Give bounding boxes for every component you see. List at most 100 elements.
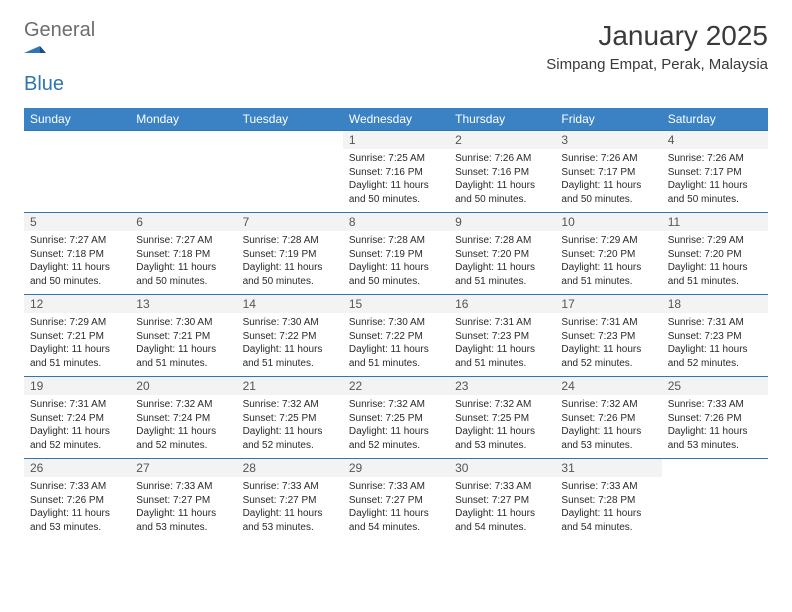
- calendar-week-row: 26Sunrise: 7:33 AMSunset: 7:26 PMDayligh…: [24, 459, 768, 541]
- day-number: 4: [662, 131, 768, 149]
- sunrise-text: Sunrise: 7:26 AM: [561, 152, 655, 166]
- calendar-day-cell: 21 Sunrise: 7:32 AMSunset: 7:25 PMDayligh…: [237, 377, 343, 459]
- day-number: 15: [343, 295, 449, 313]
- calendar-table: Sunday Monday Tuesday Wednesday Thursday…: [24, 108, 768, 540]
- daylight-text: Daylight: 11 hours and 50 minutes.: [561, 179, 655, 206]
- day-info: Sunrise: 7:27 AMSunset: 7:18 PMDaylight:…: [30, 234, 124, 288]
- day-info: Sunrise: 7:33 AMSunset: 7:27 PMDaylight:…: [455, 480, 549, 534]
- calendar-day-cell: 18Sunrise: 7:31 AMSunset: 7:23 PMDayligh…: [662, 295, 768, 377]
- day-info: Sunrise: 7:33 AMSunset: 7:27 PMDaylight:…: [136, 480, 230, 534]
- calendar-day-cell: 4Sunrise: 7:26 AMSunset: 7:17 PMDaylight…: [662, 131, 768, 213]
- page-header: GeneralBlue January 2025 Simpang Empat, …: [24, 20, 768, 94]
- sunset-text: Sunset: 7:24 PM: [136, 412, 230, 426]
- daylight-text: Daylight: 11 hours and 52 minutes.: [243, 425, 337, 452]
- sunrise-text: Sunrise: 7:27 AM: [30, 234, 124, 248]
- calendar-day-cell: 25Sunrise: 7:33 AMSunset: 7:26 PMDayligh…: [662, 377, 768, 459]
- day-info: Sunrise: 7:32 AMSunset: 7:25 PMDaylight:…: [243, 398, 337, 452]
- sunset-text: Sunset: 7:27 PM: [349, 494, 443, 508]
- day-header: Monday: [130, 108, 236, 131]
- daylight-text: Daylight: 11 hours and 51 minutes.: [136, 343, 230, 370]
- day-header: Thursday: [449, 108, 555, 131]
- day-header: Sunday: [24, 108, 130, 131]
- day-number: 23: [449, 377, 555, 395]
- logo-mark-icon: [24, 40, 95, 54]
- calendar-day-cell: 19Sunrise: 7:31 AMSunset: 7:24 PMDayligh…: [24, 377, 130, 459]
- day-number: 30: [449, 459, 555, 477]
- daylight-text: Daylight: 11 hours and 53 minutes.: [136, 507, 230, 534]
- day-number: 7: [237, 213, 343, 231]
- day-number: 6: [130, 213, 236, 231]
- day-info: Sunrise: 7:25 AMSunset: 7:16 PMDaylight:…: [349, 152, 443, 206]
- day-number: 14: [237, 295, 343, 313]
- title-block: January 2025 Simpang Empat, Perak, Malay…: [546, 20, 768, 73]
- day-number: 2: [449, 131, 555, 149]
- calendar-day-cell: 11Sunrise: 7:29 AMSunset: 7:20 PMDayligh…: [662, 213, 768, 295]
- day-number: 8: [343, 213, 449, 231]
- sunrise-text: Sunrise: 7:32 AM: [136, 398, 230, 412]
- sunset-text: Sunset: 7:17 PM: [668, 166, 762, 180]
- day-number: 24: [555, 377, 661, 395]
- day-info: Sunrise: 7:33 AMSunset: 7:26 PMDaylight:…: [668, 398, 762, 452]
- sunrise-text: Sunrise: 7:28 AM: [349, 234, 443, 248]
- day-number: 26: [24, 459, 130, 477]
- day-number: 16: [449, 295, 555, 313]
- daylight-text: Daylight: 11 hours and 51 minutes.: [561, 261, 655, 288]
- calendar-day-cell: 17Sunrise: 7:31 AMSunset: 7:23 PMDayligh…: [555, 295, 661, 377]
- calendar-day-cell: 24 Sunrise: 7:32 AMSunset: 7:26 PMDayligh…: [555, 377, 661, 459]
- sunset-text: Sunset: 7:25 PM: [349, 412, 443, 426]
- daylight-text: Daylight: 11 hours and 54 minutes.: [561, 507, 655, 534]
- day-info: Sunrise: 7:31 AMSunset: 7:23 PMDaylight:…: [561, 316, 655, 370]
- day-info: Sunrise: 7:29 AMSunset: 7:20 PMDaylight:…: [668, 234, 762, 288]
- daylight-text: Daylight: 11 hours and 51 minutes.: [30, 343, 124, 370]
- sunrise-text: Sunrise: 7:29 AM: [561, 234, 655, 248]
- sunset-text: Sunset: 7:26 PM: [30, 494, 124, 508]
- daylight-text: Daylight: 11 hours and 52 minutes.: [30, 425, 124, 452]
- daylight-text: Daylight: 11 hours and 51 minutes.: [349, 343, 443, 370]
- daylight-text: Daylight: 11 hours and 52 minutes.: [136, 425, 230, 452]
- calendar-day-cell: [130, 131, 236, 213]
- calendar-day-cell: 8Sunrise: 7:28 AMSunset: 7:19 PMDaylight…: [343, 213, 449, 295]
- sunrise-text: Sunrise: 7:31 AM: [561, 316, 655, 330]
- day-info: Sunrise: 7:33 AMSunset: 7:27 PMDaylight:…: [243, 480, 337, 534]
- calendar-day-cell: 28Sunrise: 7:33 AMSunset: 7:27 PMDayligh…: [237, 459, 343, 541]
- day-info: Sunrise: 7:32 AMSunset: 7:26 PMDaylight:…: [561, 398, 655, 452]
- sunset-text: Sunset: 7:23 PM: [455, 330, 549, 344]
- sunset-text: Sunset: 7:22 PM: [243, 330, 337, 344]
- calendar-day-cell: 29Sunrise: 7:33 AMSunset: 7:27 PMDayligh…: [343, 459, 449, 541]
- daylight-text: Daylight: 11 hours and 53 minutes.: [243, 507, 337, 534]
- sunrise-text: Sunrise: 7:32 AM: [561, 398, 655, 412]
- sunrise-text: Sunrise: 7:31 AM: [30, 398, 124, 412]
- sunset-text: Sunset: 7:25 PM: [243, 412, 337, 426]
- daylight-text: Daylight: 11 hours and 52 minutes.: [561, 343, 655, 370]
- day-number: 5: [24, 213, 130, 231]
- calendar-day-cell: 26 Sunrise: 7:33 AMSunset: 7:26 PMDayligh…: [24, 459, 130, 541]
- day-number: 21: [237, 377, 343, 395]
- sunrise-text: Sunrise: 7:32 AM: [455, 398, 549, 412]
- day-number: 1: [343, 131, 449, 149]
- sunrise-text: Sunrise: 7:31 AM: [455, 316, 549, 330]
- sunrise-text: Sunrise: 7:32 AM: [349, 398, 443, 412]
- calendar-day-cell: 31Sunrise: 7:33 AMSunset: 7:28 PMDayligh…: [555, 459, 661, 541]
- day-info: Sunrise: 7:33 AMSunset: 7:26 PMDaylight:…: [30, 480, 124, 534]
- calendar-day-cell: 27Sunrise: 7:33 AMSunset: 7:27 PMDayligh…: [130, 459, 236, 541]
- sunrise-text: Sunrise: 7:26 AM: [455, 152, 549, 166]
- calendar-day-cell: 13Sunrise: 7:30 AMSunset: 7:21 PMDayligh…: [130, 295, 236, 377]
- sunrise-text: Sunrise: 7:33 AM: [349, 480, 443, 494]
- daylight-text: Daylight: 11 hours and 52 minutes.: [349, 425, 443, 452]
- daylight-text: Daylight: 11 hours and 54 minutes.: [349, 507, 443, 534]
- daylight-text: Daylight: 11 hours and 51 minutes.: [455, 343, 549, 370]
- sunrise-text: Sunrise: 7:33 AM: [455, 480, 549, 494]
- sunrise-text: Sunrise: 7:26 AM: [668, 152, 762, 166]
- day-info: Sunrise: 7:29 AMSunset: 7:21 PMDaylight:…: [30, 316, 124, 370]
- sunrise-text: Sunrise: 7:32 AM: [243, 398, 337, 412]
- sunrise-text: Sunrise: 7:33 AM: [561, 480, 655, 494]
- sunrise-text: Sunrise: 7:33 AM: [243, 480, 337, 494]
- daylight-text: Daylight: 11 hours and 50 minutes.: [243, 261, 337, 288]
- sunrise-text: Sunrise: 7:33 AM: [136, 480, 230, 494]
- day-info: Sunrise: 7:32 AMSunset: 7:25 PMDaylight:…: [455, 398, 549, 452]
- sunset-text: Sunset: 7:24 PM: [30, 412, 124, 426]
- sunrise-text: Sunrise: 7:33 AM: [668, 398, 762, 412]
- calendar-day-cell: [24, 131, 130, 213]
- day-info: Sunrise: 7:30 AMSunset: 7:22 PMDaylight:…: [349, 316, 443, 370]
- logo-text: GeneralBlue: [24, 20, 95, 94]
